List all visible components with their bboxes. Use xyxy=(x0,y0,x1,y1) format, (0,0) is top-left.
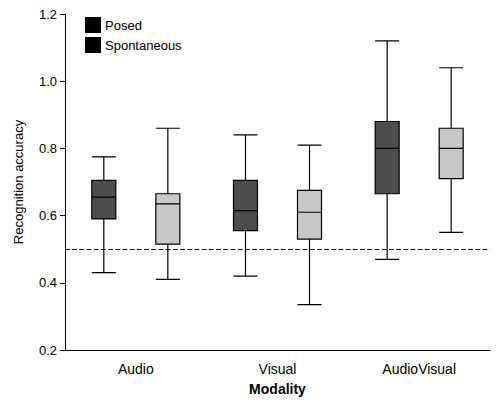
svg-text:0.6: 0.6 xyxy=(39,208,57,223)
svg-text:1.2: 1.2 xyxy=(39,7,57,22)
svg-text:0.8: 0.8 xyxy=(39,141,57,156)
svg-text:Posed: Posed xyxy=(105,18,142,33)
svg-text:AudioVisual: AudioVisual xyxy=(382,361,456,377)
svg-text:Visual: Visual xyxy=(259,361,297,377)
svg-text:0.4: 0.4 xyxy=(39,275,57,290)
svg-text:Recognition accuracy: Recognition accuracy xyxy=(11,119,26,244)
svg-text:Audio: Audio xyxy=(118,361,154,377)
svg-text:0.2: 0.2 xyxy=(39,343,57,358)
svg-text:1.0: 1.0 xyxy=(39,74,57,89)
svg-text:Spontaneous: Spontaneous xyxy=(105,38,182,53)
svg-text:Modality: Modality xyxy=(249,381,306,397)
